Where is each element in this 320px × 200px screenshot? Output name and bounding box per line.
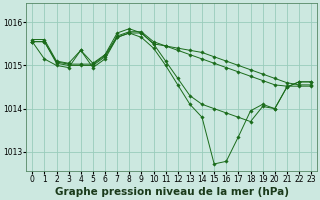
X-axis label: Graphe pression niveau de la mer (hPa): Graphe pression niveau de la mer (hPa)	[55, 187, 289, 197]
